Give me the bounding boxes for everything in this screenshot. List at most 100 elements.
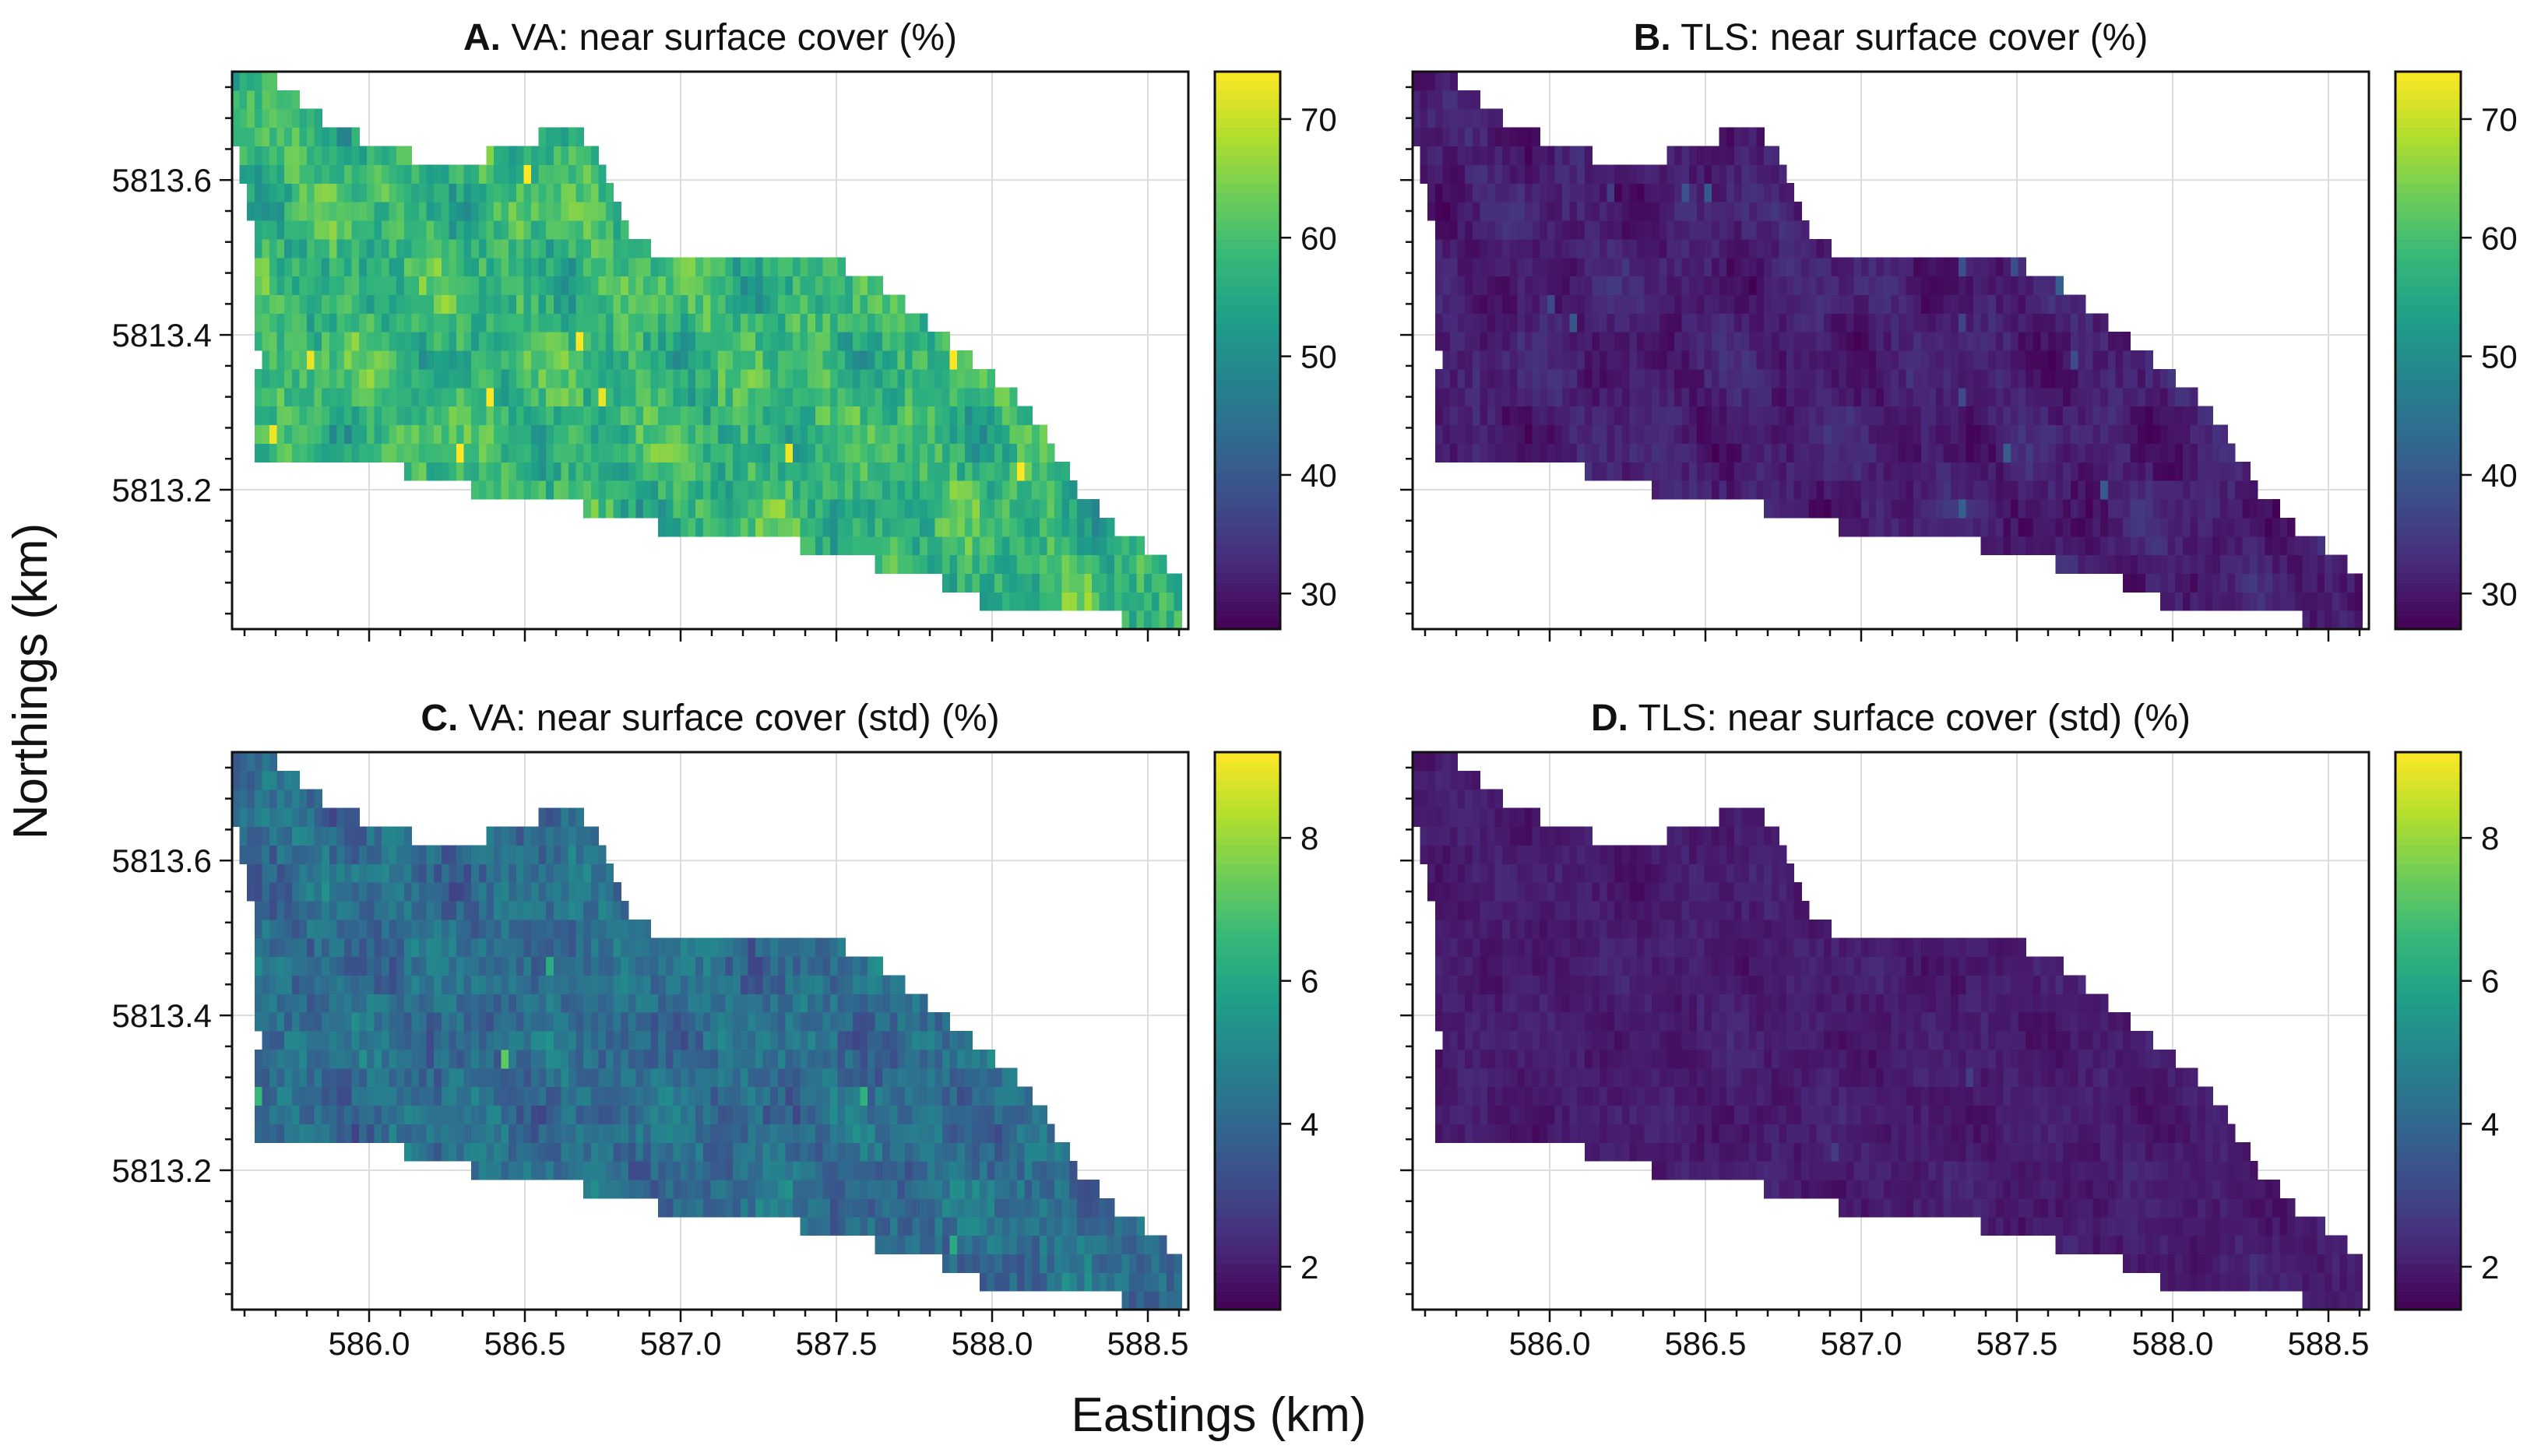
heatmap-cell	[291, 956, 300, 976]
heatmap-cell	[322, 937, 330, 958]
heatmap-cell	[2040, 294, 2049, 314]
heatmap-cell	[837, 294, 846, 314]
heatmap-cell	[538, 807, 547, 828]
heatmap-cell	[307, 900, 315, 920]
heatmap-cell	[702, 368, 711, 389]
heatmap-cell	[2175, 406, 2184, 426]
heatmap-cell	[523, 443, 532, 462]
heatmap-cell	[561, 332, 569, 351]
heatmap-cell	[269, 919, 278, 939]
heatmap-cell	[2235, 462, 2244, 481]
heatmap-cell	[1562, 350, 1571, 370]
heatmap-cell	[478, 332, 487, 351]
heatmap-cell	[2190, 424, 2198, 444]
heatmap-cell	[561, 956, 569, 976]
heatmap-cell	[359, 845, 368, 864]
heatmap-cell	[868, 313, 876, 332]
heatmap-cell	[897, 313, 906, 332]
heatmap-cell	[1637, 332, 1645, 351]
heatmap-cell	[1674, 424, 1683, 444]
heatmap-cell	[590, 350, 599, 370]
heatmap-cell	[2145, 536, 2153, 556]
heatmap-cell	[702, 276, 711, 295]
heatmap-cell	[276, 994, 285, 1013]
heatmap-cell	[389, 164, 397, 184]
heatmap-cell	[1681, 276, 1690, 295]
heatmap-cell	[1569, 183, 1578, 202]
heatmap-cell	[658, 406, 667, 426]
heatmap-cell	[1629, 238, 1638, 258]
heatmap-cell	[1824, 276, 1832, 295]
heatmap-cell	[1958, 350, 1966, 370]
heatmap-cell	[830, 536, 839, 556]
heatmap-cell	[1151, 592, 1160, 611]
heatmap-cell	[254, 406, 262, 426]
heatmap-cell	[1457, 350, 1466, 370]
heatmap-cell	[1868, 332, 1877, 351]
heatmap-cell	[575, 994, 584, 1013]
heatmap-cell	[1719, 146, 1727, 165]
heatmap-cell	[695, 368, 704, 389]
heatmap-cell	[1584, 443, 1593, 462]
heatmap-cell	[987, 554, 995, 574]
heatmap-cell	[1517, 146, 1526, 165]
heatmap-cell	[1786, 276, 1795, 295]
heatmap-cell	[1980, 462, 1989, 481]
heatmap-cell	[2339, 610, 2348, 630]
heatmap-cell	[568, 202, 577, 221]
heatmap-cell	[1584, 220, 1593, 240]
heatmap-cell	[546, 994, 554, 1013]
heatmap-cell	[1966, 424, 1974, 444]
heatmap-cell	[486, 845, 494, 864]
heatmap-cell	[1861, 276, 1870, 295]
heatmap-cell	[523, 1012, 532, 1032]
heatmap-cell	[2227, 498, 2236, 519]
heatmap-cell	[800, 536, 808, 556]
heatmap-cell	[1973, 313, 1982, 332]
heatmap-cell	[882, 480, 891, 500]
heatmap-cell	[1450, 387, 1459, 407]
heatmap-cell	[583, 826, 592, 846]
heatmap-cell	[322, 387, 330, 407]
heatmap-cell	[1607, 276, 1615, 295]
heatmap-cell	[1151, 573, 1160, 593]
colorbar-segment	[2395, 387, 2461, 398]
heatmap-cell	[239, 90, 248, 110]
heatmap-cell	[1547, 387, 1555, 407]
heatmap-cell	[523, 1105, 532, 1124]
heatmap-cell	[650, 956, 659, 976]
heatmap-cell	[2160, 406, 2169, 426]
heatmap-cell	[650, 332, 659, 351]
heatmap-cell	[725, 350, 734, 370]
heatmap-cell	[568, 406, 577, 426]
heatmap-cell	[561, 313, 569, 332]
heatmap-cell	[681, 406, 689, 426]
heatmap-cell	[1584, 276, 1593, 295]
heatmap-cell	[2182, 498, 2191, 519]
heatmap-cell	[531, 1105, 540, 1124]
heatmap-cell	[658, 1031, 667, 1050]
heatmap-cell	[590, 1142, 599, 1162]
heatmap-cell	[561, 480, 569, 500]
heatmap-cell	[2085, 554, 2094, 574]
heatmap-cell	[494, 257, 502, 277]
heatmap-cell	[1786, 220, 1795, 240]
heatmap-cell	[613, 276, 621, 295]
heatmap-cell	[314, 443, 322, 462]
heatmap-cell	[598, 294, 607, 314]
heatmap-cell	[1577, 276, 1586, 295]
heatmap-cell	[1988, 313, 1997, 332]
heatmap-cell	[419, 845, 428, 864]
heatmap-cell	[770, 350, 779, 370]
heatmap-cell	[359, 1067, 368, 1088]
colorbar-segment	[2395, 229, 2461, 240]
heatmap-cell	[1808, 350, 1817, 370]
heatmap-cell	[2160, 554, 2169, 574]
heatmap-cell	[299, 956, 308, 976]
colorbar-segment	[2395, 350, 2461, 360]
heatmap-cell	[463, 956, 472, 976]
heatmap-cell	[964, 406, 973, 426]
heatmap-cell	[1621, 332, 1630, 351]
heatmap-cell	[665, 443, 674, 462]
